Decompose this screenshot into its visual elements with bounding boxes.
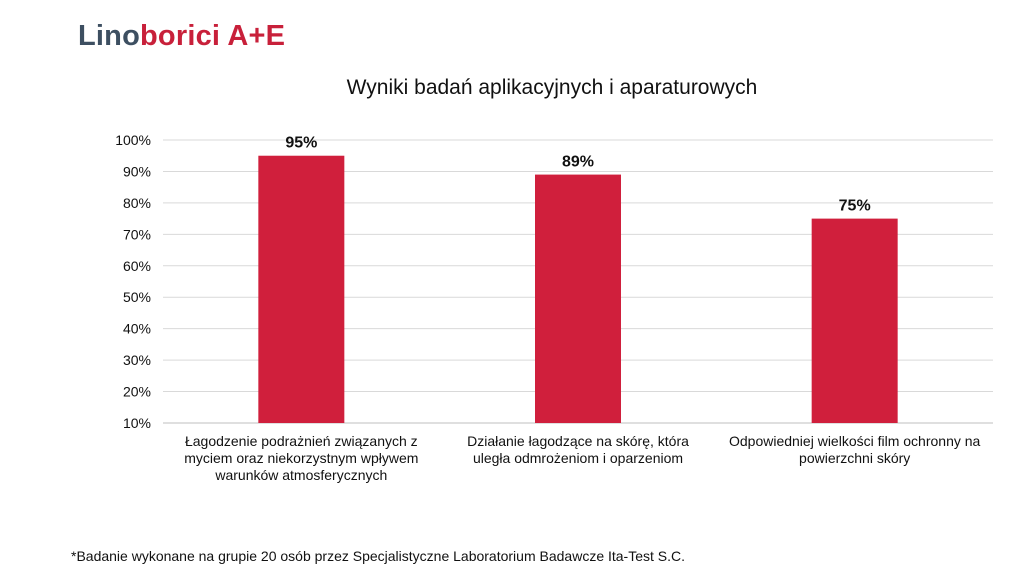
x-category-label: uległa odmrożeniom i oparzeniom (473, 450, 683, 466)
data-label: 89% (562, 154, 594, 171)
brand-part-lino: Lino (78, 20, 141, 52)
bar (258, 155, 345, 423)
chart-title: Wyniki badań aplikacyjnych i aparaturowy… (346, 76, 758, 99)
y-tick-label: 100% (115, 132, 151, 148)
footnote: *Badanie wykonane na grupie 20 osób prze… (71, 548, 686, 564)
x-category-label: Działanie łagodzące na skórę, która (467, 433, 689, 449)
y-tick-label: 80% (123, 195, 151, 211)
y-tick-label: 10% (123, 415, 151, 431)
y-tick-label: 30% (123, 352, 151, 368)
data-label: 95% (285, 135, 317, 152)
y-tick-label: 50% (123, 289, 151, 305)
bar (811, 218, 898, 423)
brand-logo: Linoborici A+E (78, 20, 285, 53)
y-tick-label: 90% (123, 163, 151, 179)
x-category-label: warunków atmosferycznych (214, 467, 387, 483)
data-label: 75% (839, 198, 871, 215)
x-category-label: powierzchni skóry (799, 450, 910, 466)
y-tick-label: 70% (123, 226, 151, 242)
y-tick-label: 20% (123, 384, 151, 400)
bar (535, 174, 621, 423)
y-tick-label: 60% (123, 258, 151, 274)
x-category-label: myciem oraz niekorzystnym wpływem (184, 450, 418, 466)
x-category-label: Łagodzenie podrażnień związanych z (185, 433, 418, 449)
brand-part-borici: borici A+E (140, 20, 286, 52)
y-tick-label: 40% (123, 321, 151, 337)
x-category-label: Odpowiedniej wielkości film ochronny na (729, 433, 981, 449)
